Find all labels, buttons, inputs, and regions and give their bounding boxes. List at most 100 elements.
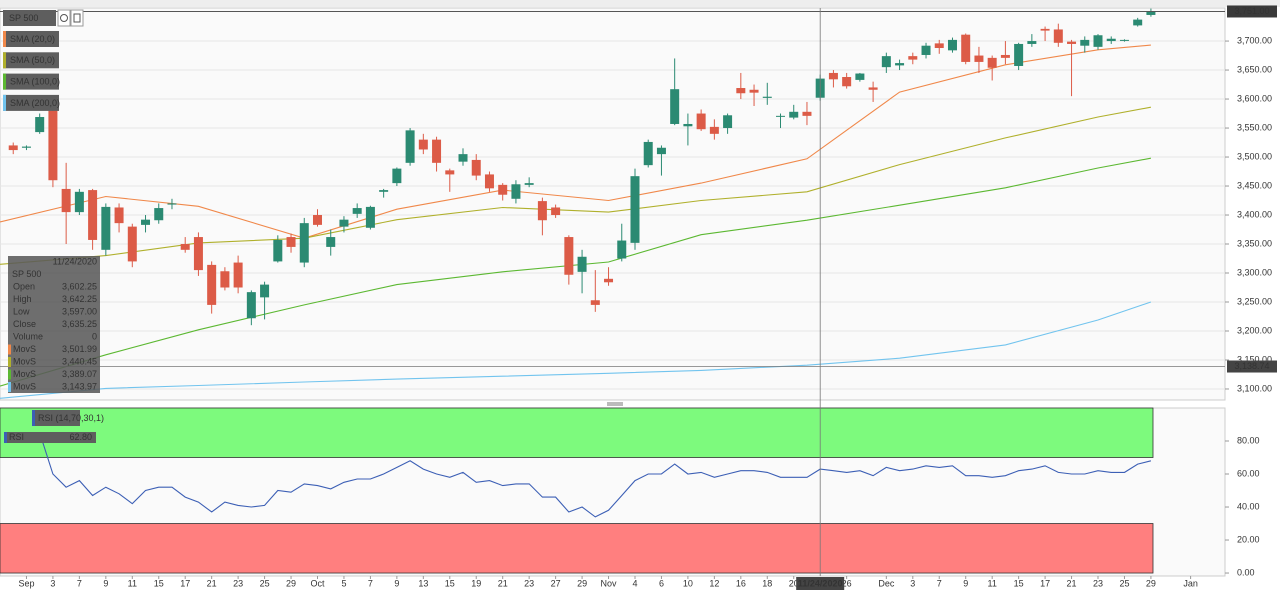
candle-body: [961, 34, 971, 62]
candle-body: [776, 115, 786, 117]
candle-body: [8, 145, 18, 151]
legend-settings-icon: [73, 13, 81, 23]
candle-body: [471, 159, 481, 176]
candle-body: [881, 56, 891, 68]
candle-body: [114, 207, 124, 224]
legend-label: RSI (14,70,30,1): [38, 413, 104, 423]
price-panel: [0, 7, 1226, 401]
y-tick-label: 3,350.00: [1237, 238, 1272, 248]
legend-box[interactable]: [3, 10, 56, 26]
y-tick-label: 60.00: [1237, 468, 1260, 478]
candle-body: [1067, 41, 1077, 44]
candle-body: [392, 168, 402, 184]
y-tick-label: 3,450.00: [1237, 180, 1272, 190]
legend-color: [3, 73, 6, 90]
candle-body: [987, 57, 997, 68]
y-tick-label: 80.00: [1237, 435, 1260, 445]
candle-body: [630, 176, 640, 243]
candle-body: [445, 170, 455, 175]
tooltip-color: [8, 344, 11, 355]
legend-refresh-button[interactable]: [57, 9, 71, 27]
candle-body: [537, 201, 547, 221]
x-tick-label: 12: [709, 578, 719, 588]
candle-body: [524, 183, 534, 185]
x-tick-label: 7: [77, 578, 82, 588]
candle-body: [656, 147, 666, 155]
candle-body: [1080, 39, 1090, 46]
candle-body: [696, 113, 706, 130]
candle-body: [604, 278, 614, 283]
candle-body: [365, 206, 375, 228]
x-tick-label: 19: [471, 578, 481, 588]
rsi-readout-color: [4, 432, 7, 443]
candle-body: [1106, 38, 1116, 42]
legend-box[interactable]: [3, 94, 59, 111]
x-tick-label: 20: [789, 578, 799, 588]
x-tick-label: 23: [524, 578, 534, 588]
candle-body: [35, 117, 45, 133]
y-tick-label: 3,600.00: [1237, 93, 1272, 103]
x-tick-label: 6: [659, 578, 664, 588]
candle-body: [1093, 35, 1103, 47]
candle-body: [484, 174, 494, 189]
legend-box[interactable]: [3, 31, 59, 47]
tooltip-label: MovS: [13, 381, 36, 391]
y-tick-label: 3,550.00: [1237, 122, 1272, 132]
candle-body: [101, 206, 111, 250]
y-tick-label: 3,500.00: [1237, 151, 1272, 161]
x-tick-label: 29: [577, 578, 587, 588]
tooltip-value: 3,389.07: [62, 369, 97, 379]
y-tick-label: 3,300.00: [1237, 267, 1272, 277]
legend-box[interactable]: [3, 73, 59, 90]
panel-resize-handle[interactable]: [607, 402, 623, 406]
candle-body: [339, 219, 349, 227]
tooltip-value: 3,143.97: [62, 381, 97, 391]
candle-body: [260, 284, 270, 298]
x-tick-label: Nov: [601, 578, 618, 588]
x-tick-label: 11: [128, 578, 137, 588]
x-tick-label: 27: [551, 578, 561, 588]
last-price-box: [1227, 5, 1277, 18]
x-tick-label: 29: [286, 578, 296, 588]
candle-body: [246, 292, 256, 319]
x-tick-label: 23: [233, 578, 243, 588]
x-tick-label: 5: [341, 578, 346, 588]
y-tick-label: 3,200.00: [1237, 325, 1272, 335]
tooltip-label: MovS: [13, 369, 36, 379]
candle-body: [1014, 43, 1024, 66]
candle-body: [498, 184, 508, 195]
x-tick-label: 21: [498, 578, 508, 588]
tooltip-value: 3,440.45: [62, 356, 97, 366]
y-tick-label: 3,650.00: [1237, 64, 1272, 74]
candle-body: [564, 237, 574, 275]
candle-body: [312, 215, 322, 225]
candle-body: [273, 239, 283, 262]
candle-body: [167, 203, 177, 205]
tooltip-date: 11/24/2020: [53, 256, 97, 266]
x-tick-label: 17: [1040, 578, 1050, 588]
candle-body: [154, 208, 164, 221]
candle-body: [88, 190, 98, 240]
x-tick-label: 15: [445, 578, 455, 588]
legend-settings-button[interactable]: [70, 9, 84, 27]
crosshair-date-label: 11/24/2020: [798, 578, 843, 588]
tooltip-label: Close: [13, 319, 36, 329]
candle-body: [974, 55, 984, 62]
candle-body: [736, 88, 746, 94]
x-tick-label: 3: [910, 578, 915, 588]
tooltip-label: Low: [13, 306, 30, 316]
candle-body: [934, 43, 944, 49]
x-tick-label: 16: [736, 578, 746, 588]
rsi-line: [39, 432, 1152, 518]
x-tick-label: 7: [368, 578, 373, 588]
tooltip-panel: [8, 256, 100, 393]
x-tick-label: 21: [207, 578, 217, 588]
legend-box[interactable]: [3, 52, 59, 69]
candle-body: [61, 188, 71, 213]
tooltip-label: MovS: [13, 356, 36, 366]
legend-box[interactable]: [32, 410, 80, 426]
candle-body: [193, 237, 203, 271]
candle-body: [1027, 41, 1037, 44]
candle-body: [1053, 29, 1063, 43]
